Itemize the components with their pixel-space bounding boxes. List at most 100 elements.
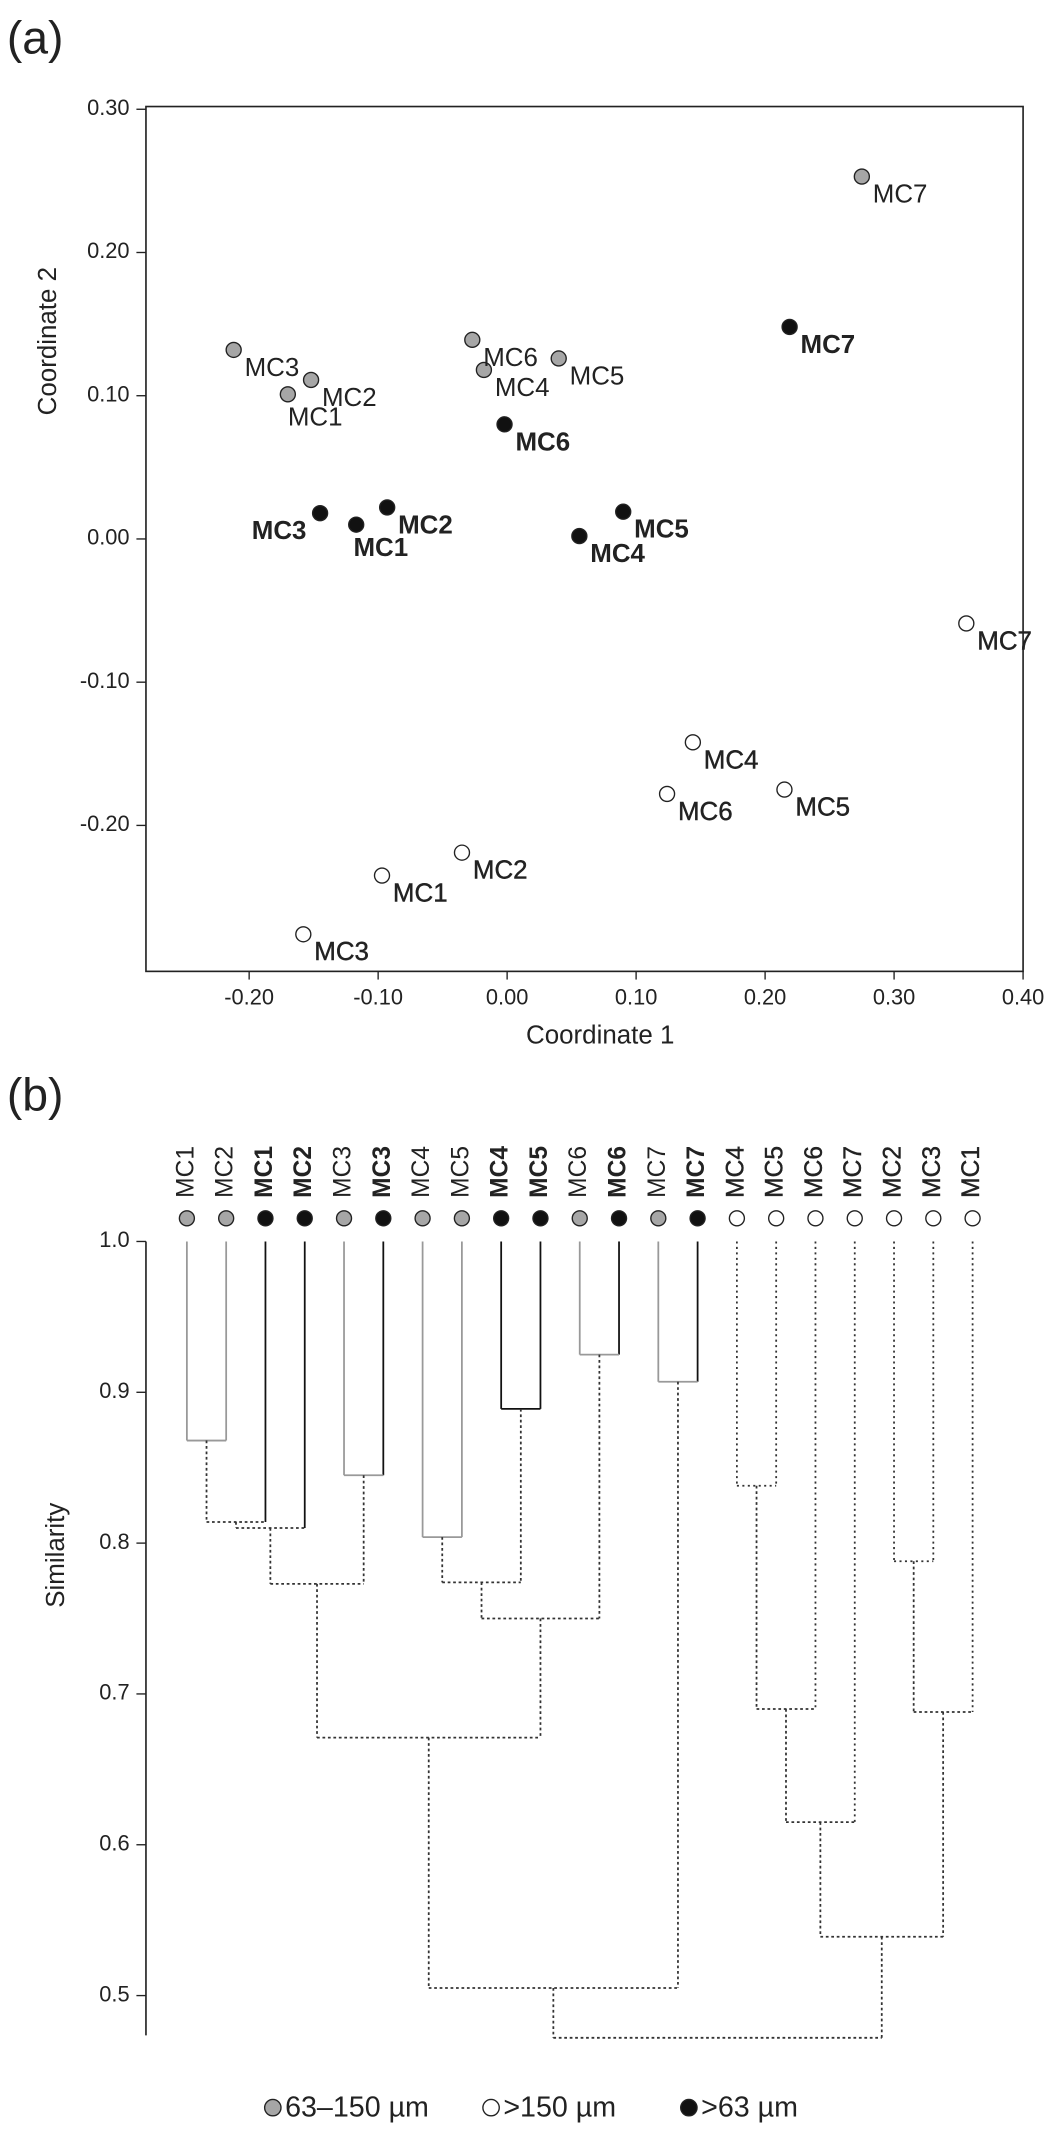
point	[464, 331, 481, 349]
point-label: MC6	[515, 428, 570, 456]
y-tick-label: 1.0	[99, 1227, 129, 1252]
leaf-marker	[217, 1210, 235, 1227]
legend-marker	[482, 2098, 500, 2117]
leaf-label: MC2	[290, 1146, 317, 1198]
x-tick-label: 0.30	[873, 984, 915, 1009]
point	[684, 734, 702, 751]
leaf-label: MC3	[330, 1146, 357, 1198]
leaf-marker	[964, 1210, 981, 1227]
x-tick-label: -0.20	[224, 984, 274, 1009]
point-label: MC2	[398, 511, 453, 539]
point	[496, 416, 513, 433]
legend-label: >63 µm	[701, 2092, 798, 2124]
point-label: MC6	[483, 344, 538, 372]
point	[348, 516, 365, 533]
x-tick-label: 0.40	[1002, 984, 1044, 1009]
leaf-marker	[610, 1210, 628, 1227]
leaf-label: MC7	[644, 1146, 671, 1198]
leaf-label: MC6	[605, 1146, 632, 1198]
point	[958, 615, 975, 632]
point	[776, 781, 793, 798]
x-axis-title: Coordinate 1	[526, 1022, 674, 1050]
leaf-label: MC5	[447, 1146, 474, 1198]
point	[311, 504, 329, 522]
y-axis-title: Similarity	[42, 1503, 70, 1608]
point	[453, 844, 471, 861]
leaf-marker	[257, 1210, 274, 1227]
leaf-label: MC7	[840, 1146, 867, 1198]
legend-marker	[263, 2098, 282, 2117]
leaf-label: MC3	[369, 1146, 396, 1198]
x-tick-label: 0.00	[486, 984, 528, 1009]
leaf-marker	[178, 1210, 196, 1227]
panel-label: (b)	[7, 1068, 64, 1120]
leaf-marker	[767, 1210, 785, 1227]
leaf-label: MC4	[408, 1146, 435, 1198]
y-tick-label: -0.10	[80, 668, 130, 693]
point	[373, 867, 391, 884]
y-tick-label: 0.20	[87, 238, 129, 263]
legend-label: >150 µm	[503, 2092, 616, 2124]
leaf-label: MC5	[762, 1146, 789, 1198]
point	[853, 168, 871, 185]
point	[571, 527, 588, 545]
point	[550, 350, 567, 367]
leaf-marker	[335, 1210, 353, 1227]
y-tick-label: 0.10	[87, 381, 129, 406]
y-tick-label: 0.00	[87, 525, 129, 550]
leaf-marker	[728, 1210, 746, 1227]
point	[475, 361, 493, 379]
point-label: MC4	[704, 746, 759, 774]
leaf-label: MC1	[172, 1146, 199, 1198]
point-label: MC5	[634, 516, 689, 544]
point-label: MC2	[322, 384, 377, 412]
point-label: MC4	[495, 374, 550, 402]
leaf-label: MC4	[722, 1146, 749, 1198]
point-label: MC6	[678, 798, 733, 826]
leaf-marker	[414, 1210, 431, 1227]
point-label: MC1	[393, 879, 448, 907]
leaf-marker	[689, 1210, 706, 1227]
y-tick-label: 0.6	[99, 1831, 129, 1856]
leaf-marker	[885, 1210, 903, 1227]
point	[225, 341, 242, 359]
y-tick-label: 0.30	[87, 95, 129, 120]
leaf-marker	[925, 1210, 942, 1227]
point-label: MC3	[252, 517, 307, 545]
x-tick-label: 0.10	[615, 984, 657, 1009]
leaf-label: MC6	[801, 1146, 828, 1198]
point-label: MC7	[977, 627, 1032, 655]
y-tick-label: 0.9	[99, 1378, 129, 1403]
legend-marker	[680, 2098, 698, 2117]
point	[295, 926, 312, 943]
point-label: MC3	[314, 938, 369, 966]
leaf-marker	[532, 1210, 549, 1227]
point	[279, 386, 297, 403]
leaf-label: MC3	[919, 1146, 946, 1198]
point-label: MC1	[288, 404, 343, 432]
point-label: MC3	[245, 354, 300, 382]
leaf-label: MC1	[251, 1146, 278, 1198]
leaf-marker	[492, 1210, 510, 1227]
leaf-label: MC6	[565, 1146, 592, 1198]
leaf-marker	[846, 1210, 863, 1227]
point-label: MC4	[590, 540, 645, 568]
leaf-label: MC2	[212, 1146, 239, 1198]
point-label: MC2	[473, 857, 528, 885]
y-tick-label: 0.5	[99, 1981, 129, 2006]
leaf-label: MC7	[683, 1146, 710, 1198]
point-label: MC5	[795, 794, 850, 822]
x-tick-label: 0.20	[744, 984, 786, 1009]
legend-label: 63–150 µm	[285, 2092, 429, 2124]
leaf-label: MC4	[487, 1146, 514, 1198]
y-tick-label: 0.8	[99, 1529, 129, 1554]
leaf-label: MC2	[880, 1146, 907, 1198]
x-tick-label: -0.10	[353, 984, 403, 1009]
y-tick-label: 0.7	[99, 1680, 129, 1705]
y-axis-title: Coordinate 2	[34, 267, 62, 415]
point-label: MC1	[353, 534, 408, 562]
leaf-marker	[650, 1210, 667, 1227]
point	[781, 318, 798, 336]
